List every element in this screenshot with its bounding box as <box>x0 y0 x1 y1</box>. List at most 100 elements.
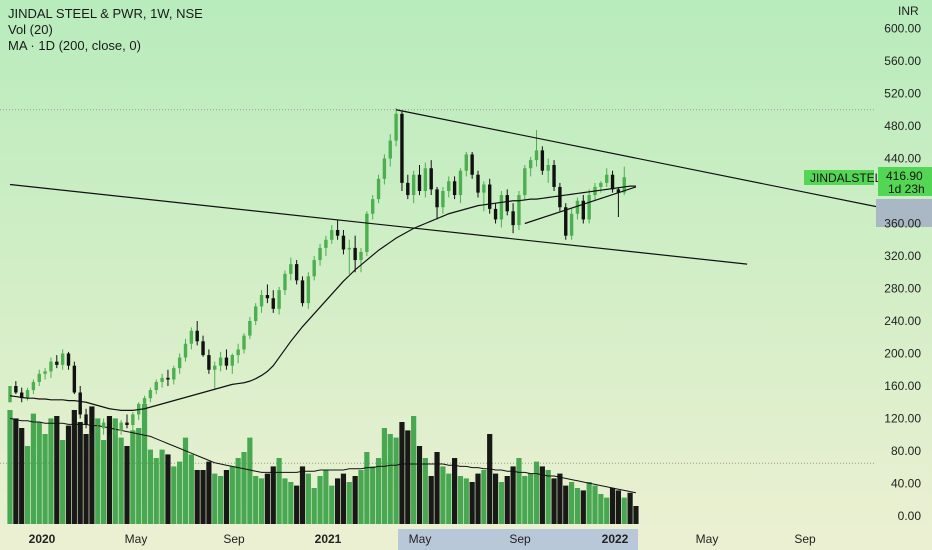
volume-bar <box>574 488 581 524</box>
candle-body <box>131 414 135 425</box>
volume-bar <box>258 478 265 524</box>
candle-body <box>31 381 36 391</box>
y-tick-label: 360.00 <box>884 217 921 231</box>
volume-bar <box>475 473 481 524</box>
volume-bar <box>153 458 159 524</box>
candle-body <box>558 186 562 208</box>
volume-bar <box>71 410 77 524</box>
candle-body <box>324 239 328 248</box>
volume-bar <box>317 476 323 524</box>
candle-body <box>335 230 340 236</box>
candle-body <box>160 377 164 382</box>
volume-bar <box>95 418 101 524</box>
volume-bar <box>282 478 288 524</box>
candle-body <box>300 280 305 304</box>
candle-body <box>388 140 392 159</box>
candle-body <box>400 113 404 183</box>
trend-line <box>524 186 637 225</box>
candle-body <box>25 390 30 399</box>
volume-bar <box>335 478 341 524</box>
volume-bar <box>136 428 142 524</box>
candle-body <box>488 184 492 209</box>
volume-bar <box>112 418 118 524</box>
candle-body <box>511 211 515 226</box>
volume-bar <box>627 492 633 524</box>
volume-bar <box>370 466 376 524</box>
symbol-title[interactable]: JINDAL STEEL & PWR, 1W, NSE <box>8 6 203 21</box>
volume-bar <box>457 476 464 524</box>
candle-body <box>125 422 129 425</box>
candle-body <box>142 398 147 404</box>
ticker-tag[interactable]: JINDALSTEL <box>804 170 882 185</box>
x-tick-label: 2021 <box>315 532 342 546</box>
volume-bar <box>516 458 522 524</box>
volume-bar <box>194 470 200 524</box>
volume-bar <box>299 466 306 524</box>
candle-body <box>283 273 287 291</box>
candle-body <box>587 195 591 220</box>
volume-bar <box>557 473 563 524</box>
volume-bar <box>498 482 504 524</box>
ticker-tag-label: JINDALSTEL <box>810 171 882 185</box>
volume-bar <box>329 485 335 524</box>
volume-bar <box>481 470 487 524</box>
candle-body <box>441 191 445 208</box>
volume-bar <box>89 406 95 524</box>
candle-body <box>371 199 375 214</box>
candle-body <box>540 150 545 171</box>
candle-body <box>201 341 205 356</box>
price-range-highlight <box>876 199 932 227</box>
volume-bar <box>539 466 545 524</box>
ticker-tag-bg <box>804 170 874 185</box>
volume-bar <box>101 440 107 524</box>
candle-body <box>113 430 117 435</box>
volume-bar <box>159 449 165 524</box>
candle-body <box>394 113 398 141</box>
volume-bar <box>270 466 276 524</box>
candle-body <box>148 390 153 399</box>
volume-bar <box>7 410 13 524</box>
volume-bar <box>615 490 621 524</box>
candle-body <box>277 290 281 309</box>
candle-body <box>254 306 258 321</box>
candle-body <box>177 357 182 369</box>
candle-body <box>447 181 451 191</box>
volume-bar <box>182 437 189 524</box>
volume-bar <box>212 473 218 524</box>
candle-body <box>406 182 410 196</box>
candle-body <box>564 207 568 236</box>
candle-body <box>464 154 468 171</box>
candle-body <box>66 353 71 366</box>
candle-body <box>14 386 18 393</box>
volume-indicator-label[interactable]: Vol (20) <box>8 22 53 37</box>
volume-bar <box>106 416 113 524</box>
volume-bar <box>223 470 230 524</box>
volume-bar <box>65 425 72 524</box>
volume-bar <box>381 428 387 524</box>
candle-body <box>458 170 463 196</box>
ma-indicator-label[interactable]: MA · 1D (200, close, 0) <box>8 38 141 53</box>
candle-body <box>84 414 88 425</box>
volume-bar <box>452 458 458 524</box>
volume-bar <box>387 434 393 524</box>
candle-body <box>207 355 211 370</box>
candle-body <box>166 377 170 380</box>
volume-bar <box>19 428 25 524</box>
candle-body <box>376 178 381 200</box>
last-price-tag[interactable]: 416.90 1d 23h <box>878 167 932 196</box>
candle-body <box>154 381 158 391</box>
volume-bar <box>60 440 66 524</box>
candle-body <box>435 189 439 208</box>
candle-body <box>265 295 270 299</box>
candle-body <box>213 365 217 370</box>
candle-body <box>8 386 12 403</box>
trend-line <box>395 109 888 210</box>
candle-body <box>605 174 609 183</box>
y-tick-label: 0.00 <box>898 509 922 523</box>
volume-bar <box>364 452 370 524</box>
volume-bar <box>422 458 428 524</box>
volume-bar <box>171 466 177 524</box>
candle-body <box>289 264 293 274</box>
